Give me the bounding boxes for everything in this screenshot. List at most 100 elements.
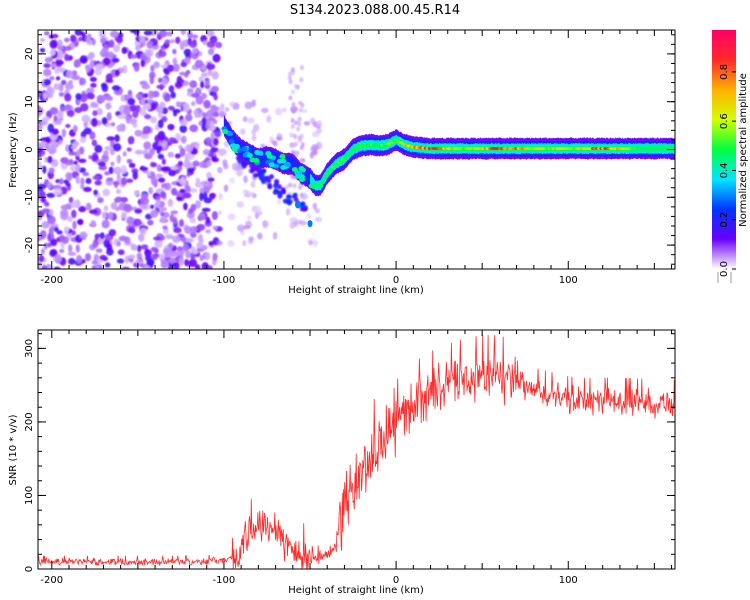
heatmap-noise-blob [212,53,221,63]
heatmap-noise-blob [125,178,134,183]
heatmap-noise-blob [79,31,86,37]
spectrogram-x-tick-label: -100 [213,275,236,286]
signal-hotspot [357,145,362,148]
heatmap-noise-blob [136,252,143,261]
heatmap-noise-blob [139,166,149,171]
heatmap-noise-blob [74,107,83,114]
heatmap-noise-blob [85,202,92,211]
heatmap-noise-blob [117,249,125,256]
heatmap-noise-blob [120,165,128,175]
snr-x-tick-label: 100 [559,575,578,586]
heatmap-noise-blob [86,92,93,100]
spectrogram-heatmap [38,30,675,269]
heatmap-noise-blob [56,117,62,124]
heatmap-noise-blob [167,264,174,269]
heatmap-noise-blob [125,116,131,124]
heatmap-noise-blob [162,247,172,255]
heatmap-noise-blob [57,39,63,48]
snr-x-tick-label: 0 [393,575,399,586]
heatmap-noise-blob [194,264,201,269]
heatmap-noise-blob [96,107,103,116]
heatmap-noise-blob [299,65,304,71]
snr-panel: -200 -100 0 100 0 100 200 300 Height of straigh… [8,329,676,596]
heatmap-noise-blob [72,220,77,230]
heatmap-noise-blob [72,124,78,133]
heatmap-noise-blob [175,132,182,142]
heatmap-noise-blob [206,172,212,179]
heatmap-noise-blob [175,249,185,257]
heatmap-noise-blob [117,114,126,119]
heatmap-noise-blob [298,184,303,190]
heatmap-noise-blob [247,117,255,124]
heatmap-noise-blob [148,148,155,156]
heatmap-noise-blob [106,136,115,141]
heatmap-noise-blob [65,144,70,153]
heatmap-noise-blob [49,49,56,56]
heatmap-noise-blob [103,205,109,212]
heatmap-noise-blob [147,219,154,226]
heatmap-noise-blob [191,47,199,55]
heatmap-noise-blob [140,196,150,205]
heatmap-noise-blob [101,211,107,220]
heatmap-noise-blob [99,254,107,261]
heatmap-noise-blob [314,216,323,222]
heatmap-noise-blob [202,180,211,187]
heatmap-noise-blob [172,57,178,65]
heatmap-noise-blob [47,123,55,133]
heatmap-noise-blob [53,226,59,232]
heatmap-noise-blob [167,198,174,207]
heatmap-noise-blob [220,103,225,112]
heatmap-noise-blob [152,141,161,151]
heatmap-noise-blob [143,141,152,150]
heatmap-scatter-blob [286,194,292,200]
heatmap-noise-blob [169,39,176,44]
heatmap-noise-blob [150,102,157,111]
heatmap-noise-blob [308,240,313,246]
heatmap-noise-blob [98,161,106,167]
heatmap-noise-blob [173,262,180,269]
heatmap-noise-blob [45,143,50,152]
heatmap-scatter-blob [273,183,279,189]
heatmap-noise-blob [150,64,155,73]
figure-title: S134.2023.088.00.45.R14 [290,3,460,18]
heatmap-noise-blob [195,200,202,209]
heatmap-noise-blob [91,265,97,269]
colorbar-tick-label: 0.4 [719,162,730,178]
heatmap-scatter-blob [299,206,305,212]
signal-hotspot [361,144,366,147]
signal-blob [276,158,283,164]
heatmap-noise-blob [64,93,72,102]
heatmap-noise-blob [120,177,128,186]
heatmap-noise-blob [146,40,154,49]
heatmap-scatter-blob [274,178,280,184]
heatmap-noise-blob [184,259,190,267]
heatmap-noise-blob [130,104,137,112]
heatmap-noise-blob [177,160,184,167]
heatmap-noise-blob [116,173,122,182]
heatmap-noise-blob [197,233,203,242]
heatmap-noise-blob [112,44,121,53]
colorbar-label: Normalized spectral amplitude [738,73,749,227]
heatmap-noise-blob [124,255,130,264]
heatmap-noise-blob [89,68,95,75]
heatmap-noise-blob [49,225,55,231]
heatmap-noise-blob [287,75,292,81]
heatmap-noise-blob [39,141,48,149]
heatmap-noise-blob [129,30,137,34]
heatmap-noise-blob [194,181,204,188]
signal-blob [295,170,302,176]
signal-hotspot [324,173,329,176]
heatmap-noise-blob [227,240,235,247]
heatmap-noise-blob [38,160,42,169]
heatmap-noise-blob [146,258,155,267]
heatmap-noise-blob [71,74,80,81]
heatmap-noise-blob [134,129,143,137]
heatmap-noise-blob [38,254,45,263]
colorbar-ticks: 0.0 0.2 0.4 0.6 0.8 [717,64,736,283]
heatmap-noise-blob [103,44,109,49]
heatmap-noise-blob [108,229,117,237]
heatmap-noise-blob [293,83,298,89]
heatmap-noise-blob [157,177,166,183]
heatmap-noise-blob [123,106,131,115]
